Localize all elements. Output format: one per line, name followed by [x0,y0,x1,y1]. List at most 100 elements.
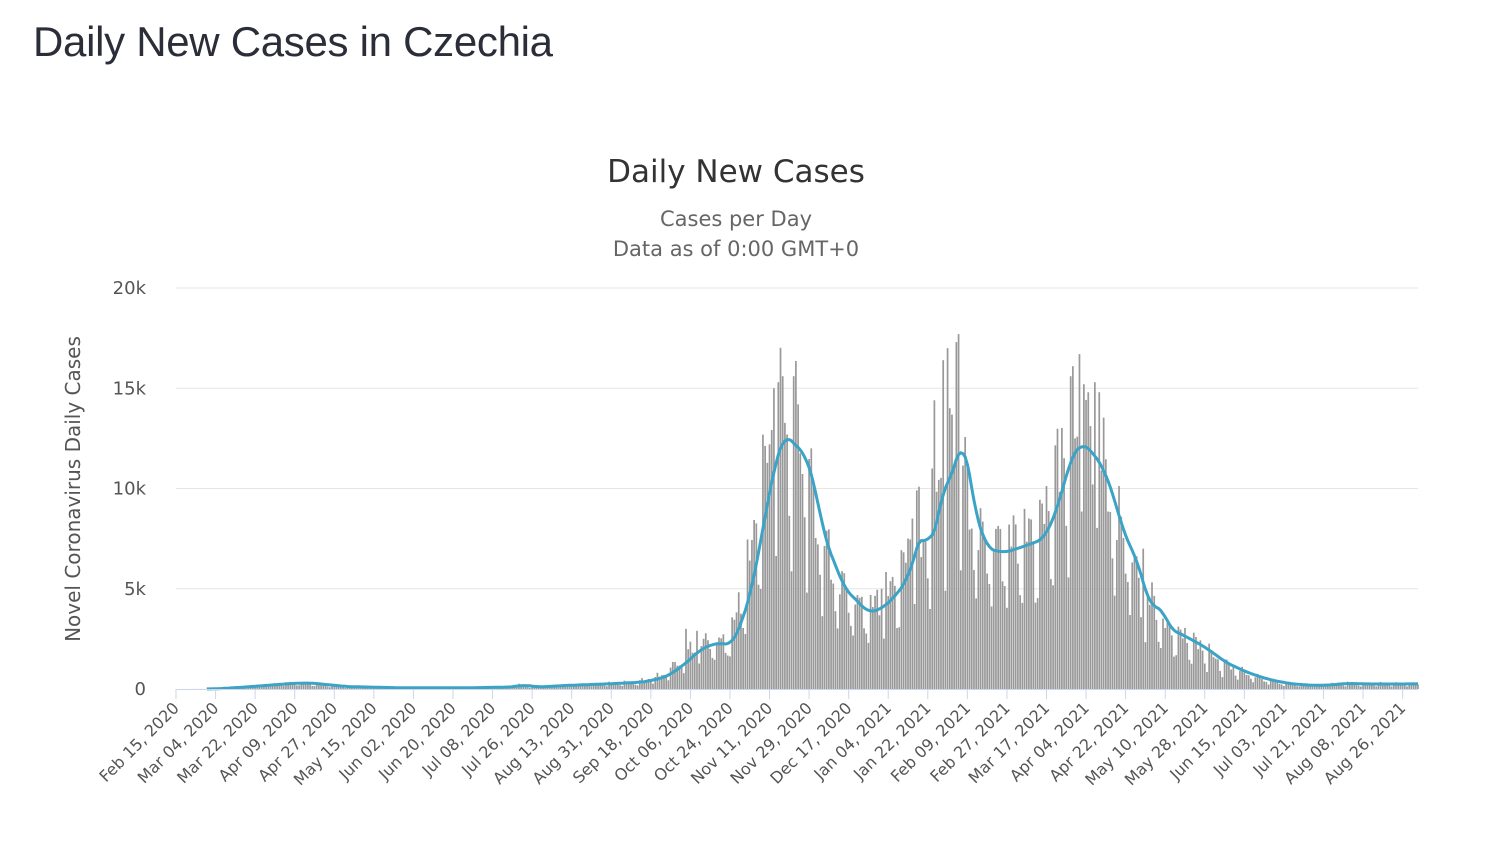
daily-cases-bar [614,682,617,689]
daily-cases-bar [986,573,989,689]
daily-cases-bar [252,687,254,689]
daily-cases-bar [803,517,806,689]
daily-cases-bar [904,562,907,689]
daily-cases-bar [671,661,674,689]
daily-cases-bar [1014,524,1017,689]
daily-cases-bar [1179,629,1182,689]
daily-cases-bar [1298,686,1301,689]
daily-cases-bar [1307,684,1309,689]
daily-cases-bar [1232,667,1235,689]
daily-cases-bar [1368,684,1371,689]
daily-cases-bar [931,468,934,689]
daily-cases-bar [1412,682,1415,689]
daily-cases-bar [1223,659,1226,689]
daily-cases-bar [698,663,701,689]
daily-cases-bar [1186,642,1189,689]
daily-cases-bar [1243,672,1246,689]
daily-cases-bar [278,684,281,689]
daily-cases-bar [951,414,953,689]
daily-cases-bar [1144,642,1147,689]
daily-cases-bar [1078,354,1081,689]
daily-cases-bar [830,579,832,689]
daily-cases-bar [1010,546,1013,689]
daily-cases-bar [1263,681,1265,689]
daily-cases-bar [654,677,657,689]
daily-cases-bar [726,655,729,689]
daily-cases-bar [1366,683,1369,689]
daily-cases-bar [605,686,608,689]
daily-cases-bar [1272,680,1274,689]
daily-cases-bar [1157,641,1160,689]
daily-cases-bar [304,682,307,689]
daily-cases-bar [590,686,593,689]
daily-cases-bar [638,680,641,689]
daily-cases-bar [342,687,344,689]
daily-cases-bar [1050,579,1052,689]
daily-cases-bar [1410,682,1413,689]
daily-cases-bar [1017,563,1019,689]
daily-cases-bar [669,667,672,689]
daily-cases-bar [821,616,824,689]
daily-cases-bar [729,656,731,689]
daily-cases-bar [263,685,265,689]
daily-cases-bar [841,571,843,689]
daily-cases-bar [1373,685,1375,689]
daily-cases-bar [878,615,881,689]
daily-cases-bar [1329,686,1331,689]
daily-cases-bar [852,635,854,689]
daily-cases-bar [957,334,960,689]
daily-cases-bar [573,686,575,689]
daily-cases-bar [847,612,850,689]
daily-cases-bar [1342,685,1345,689]
daily-cases-bar [1335,683,1338,689]
daily-cases-bar [1001,581,1004,689]
daily-cases-bar [1067,577,1070,689]
daily-cases-bar [1087,392,1090,689]
daily-cases-bar [970,528,973,689]
daily-cases-bar [1159,648,1162,689]
daily-cases-bar [1036,598,1039,689]
daily-cases-bar [1346,681,1349,689]
daily-cases-bar [1100,470,1103,689]
daily-cases-bar [568,684,571,689]
daily-cases-bar [858,597,861,689]
daily-cases-bar [1162,618,1164,689]
daily-cases-bar [1250,678,1252,689]
daily-cases-bar [597,683,599,689]
daily-cases-bar [1058,491,1061,689]
daily-cases-bars [177,334,1419,689]
daily-cases-bar [867,642,870,689]
daily-cases-bar [1228,664,1230,689]
daily-cases-bar [718,637,720,689]
daily-cases-bar [1318,684,1320,689]
daily-cases-bar [1381,683,1384,689]
daily-cases-bar [1076,436,1079,689]
daily-cases-bar [581,684,584,689]
daily-cases-bar [1340,683,1342,689]
daily-cases-bar [768,444,771,689]
daily-cases-bar [755,523,758,689]
daily-cases-bar [634,684,637,689]
daily-cases-bar [874,595,876,689]
daily-cases-bar [1083,384,1085,689]
daily-cases-bar [676,665,679,689]
daily-cases-bar [1258,677,1261,689]
daily-cases-bar [920,557,923,689]
daily-cases-bar [1008,524,1010,689]
daily-cases-bar [1300,684,1303,689]
daily-cases-bar [696,630,698,689]
daily-cases-bar [579,684,582,689]
daily-cases-bar [1003,586,1006,689]
daily-cases-bar [876,589,879,689]
daily-cases-bar [1362,682,1364,689]
daily-cases-bar [1236,679,1239,689]
daily-cases-bar [1280,684,1283,689]
daily-cases-bar [1311,686,1314,689]
daily-cases-bar [724,652,727,689]
daily-cases-bar [757,584,760,689]
daily-cases-bar [687,649,690,689]
daily-cases-bar [313,686,316,689]
daily-cases-bar [902,552,905,689]
daily-cases-bar [287,683,289,689]
